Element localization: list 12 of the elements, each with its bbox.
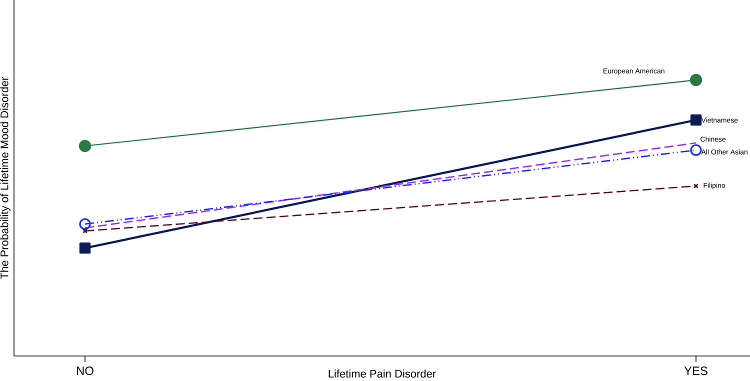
- x-axis-title: Lifetime Pain Disorder: [328, 370, 436, 378]
- point: [690, 114, 702, 126]
- point: [79, 242, 91, 254]
- point: [690, 144, 702, 156]
- y-axis-title: The Probability of Lifetime Mood Disorder: [0, 77, 10, 279]
- x-tick-label: YES: [684, 366, 708, 376]
- point: [693, 183, 699, 189]
- point: [79, 218, 91, 230]
- x-tick-label: NO: [76, 366, 94, 376]
- point: [82, 228, 88, 234]
- point: [690, 74, 702, 86]
- point: [78, 140, 92, 152]
